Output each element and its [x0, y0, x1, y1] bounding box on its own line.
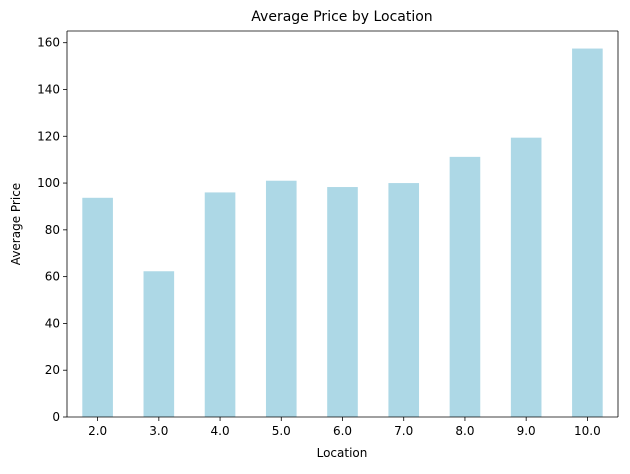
- bar-6.0: [327, 187, 358, 417]
- y-tick-label: 20: [45, 363, 60, 377]
- chart-title: Average Price by Location: [251, 9, 432, 25]
- bar-4.0: [204, 192, 236, 417]
- y-axis-label: Average Price: [9, 183, 23, 265]
- bar-2.0: [82, 197, 113, 417]
- bar-8.0: [449, 156, 481, 418]
- x-tick-label: 9.0: [517, 424, 536, 438]
- bar-5.0: [265, 180, 297, 417]
- bar-7.0: [388, 183, 420, 417]
- x-tick-label: 4.0: [211, 424, 230, 438]
- x-tick-label: 8.0: [455, 424, 474, 438]
- x-axis-label: Location: [317, 446, 368, 460]
- bar-9.0: [510, 137, 542, 417]
- y-tick-label: 80: [45, 223, 60, 237]
- y-tick-label: 120: [37, 129, 60, 143]
- x-tick-label: 7.0: [394, 424, 413, 438]
- y-tick-label: 60: [45, 270, 60, 284]
- x-tick-label: 6.0: [333, 424, 352, 438]
- x-tick-label: 5.0: [272, 424, 291, 438]
- x-tick-label: 3.0: [149, 424, 168, 438]
- y-tick-label: 40: [45, 316, 60, 330]
- y-tick-label: 100: [37, 176, 60, 190]
- x-tick-label: 10.0: [574, 424, 601, 438]
- y-tick-label: 0: [52, 410, 60, 424]
- y-tick-label: 160: [37, 36, 60, 50]
- x-tick-label: 2.0: [88, 424, 107, 438]
- plot-area: 0 20 40 60 80 100 120 140 160 2.0 3.0 4.0 5.0 6.0 7.0 8…: [37, 30, 619, 438]
- bar-10.0: [572, 48, 603, 418]
- y-tick-label: 140: [37, 82, 60, 96]
- bar-3.0: [143, 271, 175, 417]
